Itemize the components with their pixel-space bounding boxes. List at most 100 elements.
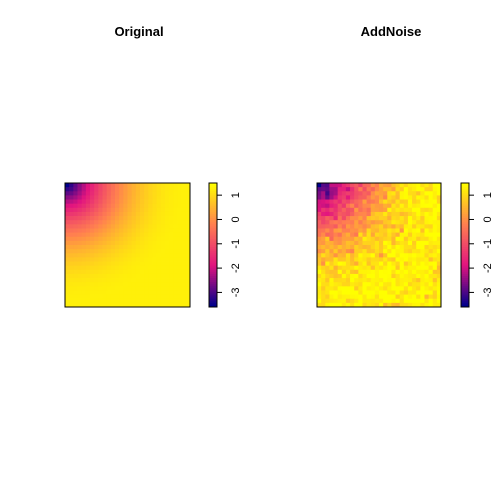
heatmap-cell — [85, 191, 91, 196]
heatmap-cell — [399, 183, 405, 188]
heatmap-cell — [165, 207, 170, 213]
heatmap-cell — [416, 195, 421, 200]
heatmap-cell — [416, 269, 421, 275]
heatmap-cell — [329, 273, 334, 279]
heatmap-cell — [135, 199, 141, 205]
colorbar-tick-label: -3 — [230, 288, 242, 298]
heatmap-cell — [383, 257, 388, 262]
heatmap-cell — [337, 302, 343, 308]
heatmap-cell — [152, 253, 158, 258]
heatmap-cell — [341, 269, 347, 275]
heatmap-cell — [69, 282, 74, 287]
heatmap-cell — [341, 207, 347, 213]
heatmap-cell — [354, 257, 359, 262]
heatmap-cell — [428, 183, 434, 188]
heatmap-cell — [366, 207, 372, 213]
colorbar-swatch — [461, 286, 469, 289]
heatmap-cell — [428, 278, 434, 283]
heatmap-cell — [391, 286, 396, 291]
heatmap-cell — [383, 203, 388, 209]
colorbar-swatch — [461, 203, 469, 207]
heatmap-cell — [181, 257, 187, 262]
heatmap-cell — [329, 286, 334, 291]
heatmap-cell — [148, 294, 153, 300]
heatmap-cell — [110, 302, 116, 308]
colorbar-swatch — [461, 224, 469, 227]
heatmap-cell — [90, 265, 95, 271]
heatmap-cell — [131, 211, 137, 217]
heatmap-cell — [362, 216, 367, 221]
heatmap-cell — [403, 273, 409, 279]
heatmap-cell — [383, 265, 388, 271]
heatmap-cell — [148, 240, 153, 246]
heatmap-cell — [148, 224, 153, 229]
heatmap-cell — [337, 207, 343, 213]
heatmap-cell — [358, 203, 363, 209]
heatmap-cell — [403, 245, 409, 250]
heatmap-cell — [110, 236, 116, 242]
heatmap-cell — [362, 257, 367, 262]
heatmap-cell — [345, 203, 351, 209]
heatmap-cell — [77, 261, 83, 267]
heatmap-cell — [403, 282, 409, 287]
heatmap-cell — [144, 240, 149, 246]
heatmap-cell — [131, 278, 137, 283]
heatmap-cell — [140, 187, 145, 192]
heatmap-cell — [329, 191, 334, 196]
heatmap-cell — [165, 245, 170, 250]
colorbar-swatch — [461, 222, 469, 225]
colorbar-swatch — [461, 273, 469, 277]
heatmap-cell — [325, 273, 330, 279]
heatmap-cell — [110, 249, 116, 254]
colorbar-swatch — [461, 211, 469, 215]
heatmap-cell — [77, 273, 83, 279]
heatmap-cell — [333, 286, 339, 291]
heatmap-cell — [185, 191, 191, 196]
heatmap-cell — [321, 207, 326, 213]
heatmap-cell — [374, 257, 380, 262]
heatmap-cell — [366, 298, 372, 304]
heatmap-cell — [358, 302, 363, 308]
heatmap-cell — [407, 187, 413, 192]
heatmap-cell — [412, 294, 417, 300]
heatmap-cell — [119, 207, 124, 213]
heatmap-cell — [337, 191, 343, 196]
heatmap-cell — [169, 294, 174, 300]
heatmap-cell — [362, 302, 367, 308]
heatmap-cell — [341, 216, 347, 221]
heatmap-cell — [329, 224, 334, 229]
heatmap-cell — [119, 220, 124, 225]
heatmap-cell — [156, 261, 162, 267]
heatmap-cell — [424, 187, 429, 192]
heatmap-cell — [387, 294, 392, 300]
heatmap-cell — [366, 195, 372, 200]
heatmap-cell — [317, 265, 322, 271]
heatmap-cell — [374, 249, 380, 254]
heatmap-cell — [395, 261, 401, 267]
heatmap-cell — [140, 269, 145, 275]
heatmap-cell — [395, 298, 401, 304]
heatmap-cell — [77, 265, 83, 271]
heatmap-cell — [65, 273, 70, 279]
heatmap-cell — [399, 187, 405, 192]
heatmap-cell — [69, 195, 74, 200]
heatmap-cell — [358, 191, 363, 196]
heatmap-cell — [424, 265, 429, 271]
heatmap-cell — [185, 290, 191, 295]
heatmap-cell — [436, 216, 442, 221]
heatmap-cell — [325, 187, 330, 192]
heatmap-cell — [169, 183, 174, 188]
heatmap-cell — [65, 211, 70, 217]
heatmap-cell — [181, 302, 187, 308]
heatmap-cell — [354, 199, 359, 205]
heatmap-cell — [395, 191, 401, 196]
heatmap-cell — [395, 245, 401, 250]
heatmap-cell — [119, 253, 124, 258]
colorbar-swatch — [461, 296, 469, 300]
heatmap-cell — [366, 211, 372, 217]
heatmap-cell — [387, 183, 392, 188]
heatmap-cell — [73, 216, 78, 221]
heatmap-cell — [341, 199, 347, 205]
heatmap-cell — [102, 228, 108, 233]
heatmap-cell — [362, 187, 367, 192]
